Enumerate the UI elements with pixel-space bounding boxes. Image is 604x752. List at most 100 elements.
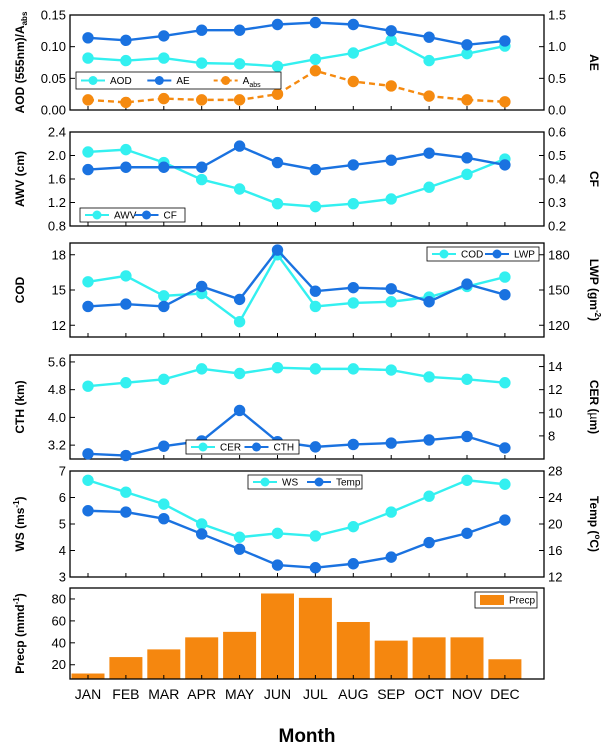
point-cf-jul xyxy=(309,163,322,176)
bar-jun xyxy=(261,593,294,679)
point-cf-apr xyxy=(196,161,208,173)
point-temp-jan xyxy=(82,505,94,517)
legend-label: WS xyxy=(282,478,298,489)
point-ae-oct xyxy=(423,31,435,43)
point-cod-jul xyxy=(309,300,322,313)
month-label-feb: FEB xyxy=(112,686,139,702)
panel-4: 3.2 4.0 4.8 5.6 CTH (km) 8 10 12 14 CER (µm) CER CT… xyxy=(13,354,601,462)
left-tick-label: 5.6 xyxy=(48,354,66,369)
right-axis-label: CF xyxy=(587,171,601,187)
legend-marker xyxy=(92,210,102,220)
left-tick-label: 0.05 xyxy=(41,71,66,86)
point-cer-sep xyxy=(385,364,397,376)
legend-box xyxy=(79,207,186,223)
point-cod-aug xyxy=(347,297,359,309)
legend: CER CTH xyxy=(185,439,300,455)
point-ws-sep xyxy=(385,506,397,518)
left-tick-label: 0.10 xyxy=(41,39,66,54)
right-tick-label: 0.2 xyxy=(548,219,566,234)
right-tick-label: 0.5 xyxy=(548,71,566,86)
left-tick-label: 60 xyxy=(52,613,66,628)
point-lwp-sep xyxy=(385,283,397,295)
legend-label: CER xyxy=(220,443,241,454)
point-aabs-may xyxy=(233,94,246,106)
plot-frame xyxy=(69,587,545,680)
legend-marker xyxy=(260,477,270,487)
right-tick-label: 24 xyxy=(548,490,562,505)
series-line-aod xyxy=(87,39,506,68)
left-tick-label: 2.4 xyxy=(48,125,66,140)
point-cf-nov xyxy=(461,152,473,164)
series-line-lwp xyxy=(87,248,506,308)
point-lwp-oct xyxy=(423,296,435,308)
plot-frame xyxy=(69,354,545,460)
point-aod-jul xyxy=(309,53,322,66)
point-cf-jun xyxy=(271,156,284,169)
plot-frame xyxy=(69,14,545,111)
point-cth-nov xyxy=(461,430,473,443)
right-tick-label: 12 xyxy=(548,382,562,397)
legend-marker xyxy=(154,76,164,85)
point-ae-apr xyxy=(196,24,208,36)
left-tick-label: 1.6 xyxy=(48,172,66,187)
left-tick-label: 4 xyxy=(59,543,66,558)
left-tick-label: 15 xyxy=(52,283,66,298)
month-label-aug: AUG xyxy=(338,686,368,702)
point-cod-sep xyxy=(385,296,397,308)
point-cf-dec xyxy=(499,159,511,171)
point-cth-dec xyxy=(499,442,511,454)
left-axis-label: AOD (555nm)/Aabs xyxy=(13,11,29,113)
right-tick-label: 180 xyxy=(548,247,570,262)
point-ae-jun xyxy=(271,18,284,31)
left-tick-label: 6 xyxy=(59,490,66,505)
right-tick-label: 0.4 xyxy=(548,172,566,187)
legend-box xyxy=(426,246,540,262)
right-tick-label: 120 xyxy=(548,318,570,333)
legend-marker xyxy=(314,477,324,487)
point-cer-oct xyxy=(423,371,435,383)
legend-label: Aabs xyxy=(243,76,261,89)
right-tick-label: 1.5 xyxy=(548,8,566,23)
point-ws-dec xyxy=(499,478,511,490)
right-tick-label: 10 xyxy=(548,405,562,420)
point-ws-jul xyxy=(309,530,322,542)
left-tick-label: 80 xyxy=(52,591,66,606)
series-line-cod xyxy=(87,252,506,324)
left-tick-label: 20 xyxy=(52,657,66,672)
legend-box xyxy=(247,474,363,490)
point-lwp-jul xyxy=(309,285,322,297)
point-cf-aug xyxy=(347,159,359,171)
legend-label: Precp xyxy=(509,596,536,607)
series-line-ae xyxy=(87,21,506,46)
right-tick-label: 0.3 xyxy=(548,195,566,210)
point-aabs-dec xyxy=(499,96,511,108)
right-tick-label: 16 xyxy=(548,543,562,558)
series-line-temp xyxy=(87,509,506,569)
legend-label: AWV xyxy=(114,211,137,222)
legend-label: CTH xyxy=(274,443,295,454)
right-tick-label: 0.6 xyxy=(548,125,566,140)
right-tick-label: 20 xyxy=(548,517,562,532)
right-tick-label: 150 xyxy=(548,283,570,298)
point-cf-mar xyxy=(158,161,170,173)
point-aabs-oct xyxy=(423,90,435,102)
point-cer-jun xyxy=(271,362,284,374)
legend-marker xyxy=(142,210,151,220)
point-cer-jan xyxy=(82,380,94,392)
point-cf-sep xyxy=(385,154,397,166)
point-temp-dec xyxy=(499,514,511,526)
right-tick-label: 1.0 xyxy=(548,39,566,54)
point-temp-mar xyxy=(158,513,170,525)
point-cer-may xyxy=(233,367,246,380)
legend-label: CF xyxy=(164,211,177,222)
point-ws-jun xyxy=(271,527,284,539)
legend-marker xyxy=(439,249,449,259)
left-tick-label: 4.0 xyxy=(48,410,66,425)
point-cer-apr xyxy=(196,363,208,375)
bar-aug xyxy=(336,621,370,679)
point-cf-may xyxy=(233,140,246,152)
legend: AWV CF xyxy=(79,207,186,223)
legend-box xyxy=(75,71,282,90)
left-tick-label: 3 xyxy=(59,570,66,585)
point-aabs-jun xyxy=(271,88,284,100)
